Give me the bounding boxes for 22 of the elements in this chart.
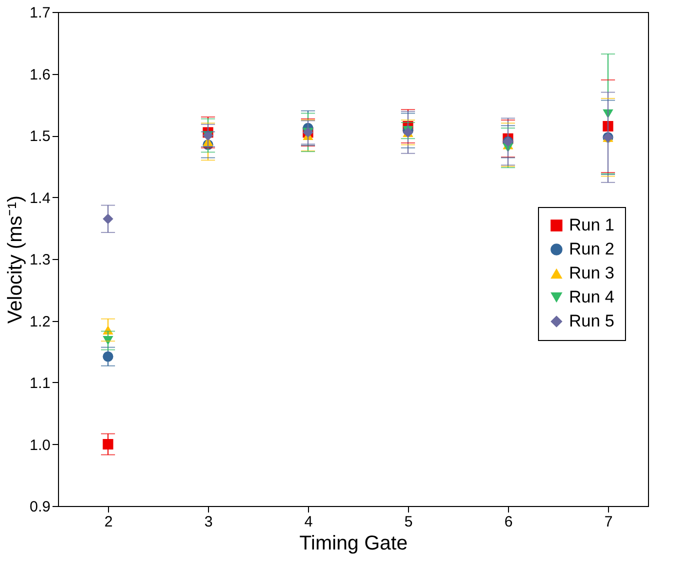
legend-label: Run 3 bbox=[569, 264, 614, 282]
x-axis-title: Timing Gate bbox=[299, 532, 408, 554]
legend-label: Run 2 bbox=[569, 240, 614, 258]
legend-label: Run 5 bbox=[569, 312, 614, 330]
y-tick-label: 1.7 bbox=[30, 4, 50, 22]
y-tick-label: 1.0 bbox=[30, 436, 50, 454]
y-tick-label: 1.3 bbox=[30, 252, 50, 268]
y-tick-label: 1.1 bbox=[30, 375, 50, 392]
x-tick-label: 4 bbox=[304, 514, 313, 530]
x-tick-label: 2 bbox=[104, 514, 113, 530]
y-tick-label: 0.9 bbox=[30, 498, 50, 516]
y-tick-label: 1.6 bbox=[30, 66, 50, 84]
y-axis-title: Velocity (ms⁻¹) bbox=[4, 195, 27, 324]
x-tick-label: 6 bbox=[504, 514, 513, 530]
x-tick-label: 5 bbox=[404, 514, 413, 530]
y-tick-label: 1.2 bbox=[30, 313, 50, 330]
x-tick-label: 3 bbox=[204, 514, 213, 530]
legend-label: Run 1 bbox=[569, 216, 614, 234]
legend-label: Run 4 bbox=[569, 288, 614, 306]
y-tick-label: 1.4 bbox=[30, 190, 50, 207]
x-tick-label: 7 bbox=[604, 514, 613, 530]
y-tick-label: 1.5 bbox=[30, 128, 50, 145]
